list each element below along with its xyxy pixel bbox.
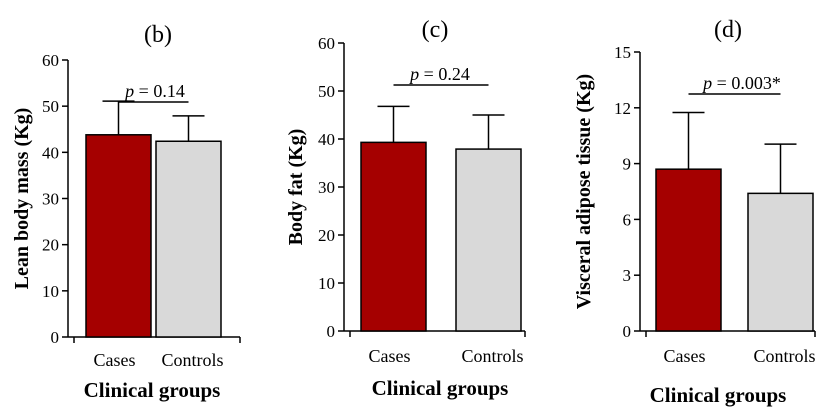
panel-1-y-axis-label: Lean body mass (Kg) — [11, 108, 33, 290]
panel-1-bar-cases — [85, 134, 152, 338]
panel-1-y-tick-label-40: 40 — [42, 143, 59, 162]
panel-1-p-value-text: = 0.14 — [134, 81, 185, 101]
panel-3-y-tick-label-0: 0 — [623, 322, 632, 341]
panel-2-y-tick-label-40: 40 — [318, 130, 335, 149]
panel-1-y-tick-label-0: 0 — [51, 328, 60, 347]
panel-1-p-value-label: p = 0.14 — [123, 81, 185, 101]
panel-2-p-value-label: p = 0.24 — [408, 64, 470, 84]
panel-3-category-label-controls: Controls — [753, 346, 815, 366]
panel-2-category-label-cases: Cases — [369, 346, 411, 366]
panel-3-bar-cases — [655, 168, 722, 332]
panel-2-y-tick-label-60: 60 — [318, 34, 335, 53]
panel-1-category-label-controls: Controls — [161, 350, 223, 370]
panel-2-x-axis-label: Clinical groups — [372, 376, 509, 400]
panel-2-bar-cases — [360, 141, 427, 332]
panel-1-y-tick-label-30: 30 — [42, 190, 59, 209]
panel-1-x-axis-label: Clinical groups — [84, 378, 221, 402]
panel-3-p-value-label: p = 0.003* — [701, 73, 781, 93]
panel-3-bar-controls — [747, 192, 814, 332]
panel-3-y-tick-label-3: 3 — [623, 266, 632, 285]
panel-3-y-tick-label-12: 12 — [614, 99, 631, 118]
panel-1-bar-controls — [155, 140, 222, 338]
panel-3-category-label-cases: Cases — [664, 346, 706, 366]
panel-1-y-tick-label-50: 50 — [42, 97, 59, 116]
panel-1-panel-label: (b) — [144, 22, 172, 48]
panel-2-y-tick-label-20: 20 — [318, 226, 335, 245]
panel-2-y-tick-label-50: 50 — [318, 82, 335, 101]
panel-2-bar-controls — [455, 148, 522, 332]
panel-3-y-tick-label-6: 6 — [623, 210, 632, 229]
panel-1-category-label-cases: Cases — [94, 350, 136, 370]
panel-2-y-tick-label-10: 10 — [318, 274, 335, 293]
panel-3-p-value-text: = 0.003* — [712, 73, 781, 93]
panel-3-x-axis-label: Clinical groups — [650, 383, 787, 407]
panel-2-y-axis-label: Body fat (Kg) — [285, 129, 307, 246]
panel-2-y-tick-label-0: 0 — [327, 322, 336, 341]
panel-1-y-tick-label-20: 20 — [42, 236, 59, 255]
panel-1-p-symbol: p — [123, 81, 134, 101]
panel-2-p-symbol: p — [408, 64, 419, 84]
panel-3-p-symbol: p — [701, 73, 712, 93]
panel-3-y-tick-label-9: 9 — [623, 155, 632, 174]
panel-1-y-tick-label-10: 10 — [42, 282, 59, 301]
panel-2-category-label-controls: Controls — [461, 346, 523, 366]
panel-3-y-axis-label: Visceral adipose tissue (Kg) — [573, 74, 595, 309]
panel-2-panel-label: (c) — [422, 17, 449, 43]
panel-3-y-tick-label-15: 15 — [614, 43, 631, 62]
panel-2-y-tick-label-30: 30 — [318, 178, 335, 197]
panel-1-y-tick-label-60: 60 — [42, 51, 59, 70]
panel-2-p-value-text: = 0.24 — [419, 64, 470, 84]
panel-3-panel-label: (d) — [714, 17, 742, 43]
